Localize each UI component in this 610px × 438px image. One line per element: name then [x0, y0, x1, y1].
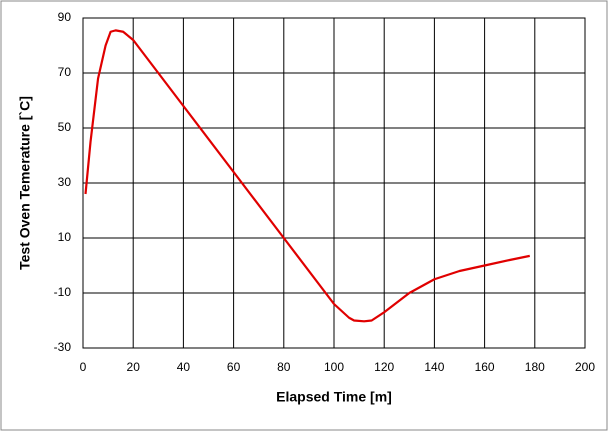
x-tick-label: 140: [424, 360, 444, 374]
x-tick-label: 100: [324, 360, 344, 374]
x-tick-label: 40: [177, 360, 191, 374]
x-tick-label: 200: [575, 360, 595, 374]
y-tick-label: 90: [58, 10, 72, 24]
y-tick-label: -30: [54, 340, 72, 354]
y-tick-label: 10: [58, 230, 72, 244]
y-tick-label: 50: [58, 120, 72, 134]
x-tick-label: 20: [127, 360, 141, 374]
x-tick-label: 0: [80, 360, 87, 374]
y-tick-label: -10: [54, 285, 72, 299]
plot-border: [82, 17, 586, 349]
y-tick-label: 70: [58, 65, 72, 79]
y-tick-label: 30: [58, 175, 72, 189]
data-line: [84, 29, 531, 323]
x-tick-label: 160: [475, 360, 495, 374]
x-tick-label: 120: [374, 360, 394, 374]
x-tick-label: 60: [227, 360, 241, 374]
x-axis-title: Elapsed Time [m]: [276, 389, 392, 405]
y-axis-title: Test Oven Temerature [`C]: [17, 96, 33, 270]
x-tick-label: 180: [525, 360, 545, 374]
x-tick-label: 80: [277, 360, 291, 374]
